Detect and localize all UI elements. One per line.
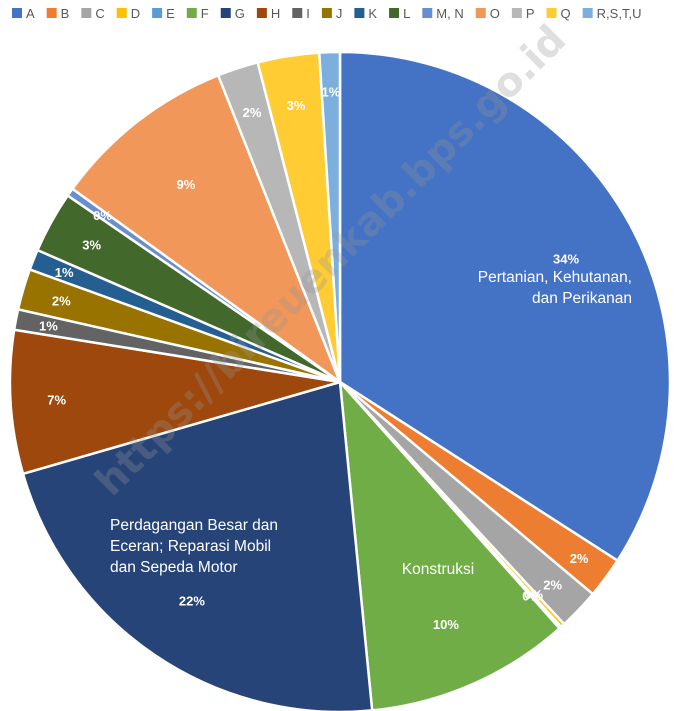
data-label: 1% bbox=[55, 265, 74, 280]
legend-swatch bbox=[46, 8, 57, 18]
legend-swatch bbox=[321, 8, 332, 18]
legend-item: P bbox=[511, 6, 535, 21]
legend-swatch bbox=[354, 8, 365, 18]
legend-label: F bbox=[201, 6, 209, 21]
data-label: 1% bbox=[39, 319, 58, 334]
data-label: 0% bbox=[522, 589, 541, 604]
data-label: 1% bbox=[322, 85, 341, 100]
pie-slice-f bbox=[338, 378, 562, 711]
data-label: 22% bbox=[179, 594, 205, 609]
legend-label: B bbox=[61, 6, 70, 21]
legend-label: M, N bbox=[436, 6, 463, 21]
legend-swatch bbox=[116, 8, 127, 18]
legend-swatch bbox=[389, 8, 400, 18]
legend-label: D bbox=[131, 6, 140, 21]
pie-slice-o bbox=[70, 73, 343, 386]
legend-swatch bbox=[546, 8, 557, 18]
legend-item: G bbox=[220, 6, 245, 21]
data-label: 2% bbox=[570, 551, 589, 566]
legend-swatch bbox=[220, 8, 231, 18]
pie-slice-g bbox=[21, 380, 374, 711]
legend-item: F bbox=[186, 6, 209, 21]
legend-swatch bbox=[511, 8, 522, 18]
data-label: 0% bbox=[93, 208, 112, 223]
legend-label: L bbox=[403, 6, 410, 21]
legend-swatch bbox=[12, 8, 22, 18]
legend-swatch bbox=[422, 8, 433, 18]
pie-labels: 34% Pertanian, Kehutanan, dan Perikanan 2% 2… bbox=[39, 85, 632, 632]
legend-label: Q bbox=[561, 6, 571, 21]
pie-slices bbox=[8, 50, 672, 711]
data-label: 2% bbox=[52, 293, 71, 308]
legend-label: I bbox=[306, 6, 310, 21]
legend-label: A bbox=[26, 6, 35, 21]
legend-label: C bbox=[95, 6, 104, 21]
legend-label: E bbox=[166, 6, 175, 21]
legend-swatch bbox=[81, 8, 92, 18]
legend-label: H bbox=[271, 6, 280, 21]
legend-item: D bbox=[116, 6, 140, 21]
pie-slice-r-s-t-u bbox=[317, 50, 342, 383]
legend-item: A bbox=[12, 6, 35, 21]
legend-label: K bbox=[368, 6, 377, 21]
legend-swatch bbox=[152, 8, 163, 18]
category-label: Perdagangan Besar dan Eceran; Reparasi Mo… bbox=[110, 517, 278, 576]
legend-swatch bbox=[292, 8, 303, 18]
legend: A B C D E F G H I J K L M, N O P Q R,S,T,U bbox=[12, 6, 641, 21]
legend-label: G bbox=[235, 6, 245, 21]
pie-slice-a bbox=[338, 50, 672, 563]
data-label: 3% bbox=[82, 238, 101, 253]
data-label: 2% bbox=[243, 105, 262, 120]
legend-label: P bbox=[526, 6, 535, 21]
data-label: 3% bbox=[287, 98, 306, 113]
category-label: Pertanian, Kehutanan, dan Perikanan bbox=[478, 269, 632, 307]
data-label: 10% bbox=[433, 617, 459, 632]
legend-swatch bbox=[475, 8, 486, 18]
pie-slice-h bbox=[8, 328, 341, 476]
legend-swatch bbox=[186, 8, 197, 18]
data-label: 34% bbox=[553, 252, 579, 267]
legend-item: Q bbox=[546, 6, 571, 21]
legend-item: H bbox=[256, 6, 280, 21]
legend-item: C bbox=[81, 6, 105, 21]
legend-item: K bbox=[354, 6, 377, 21]
data-label: 7% bbox=[47, 392, 66, 407]
legend-swatch bbox=[582, 8, 593, 18]
legend-swatch bbox=[256, 8, 267, 18]
legend-label: O bbox=[490, 6, 500, 21]
legend-label: R,S,T,U bbox=[597, 6, 642, 21]
data-label: 0% bbox=[524, 587, 543, 602]
legend-item: I bbox=[292, 6, 310, 21]
legend-label: J bbox=[336, 6, 343, 21]
legend-item: R,S,T,U bbox=[582, 6, 642, 21]
category-label: Konstruksi bbox=[402, 561, 474, 578]
data-label: 2% bbox=[543, 578, 562, 593]
legend-item: M, N bbox=[422, 6, 464, 21]
legend-item: J bbox=[321, 6, 343, 21]
legend-item: E bbox=[152, 6, 175, 21]
legend-item: B bbox=[46, 6, 70, 21]
legend-item: L bbox=[389, 6, 410, 21]
data-label: 9% bbox=[177, 177, 196, 192]
legend-item: O bbox=[475, 6, 500, 21]
